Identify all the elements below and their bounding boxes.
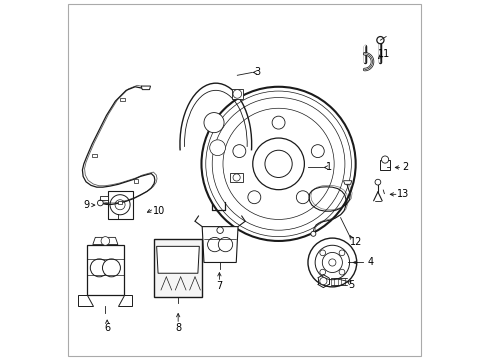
Circle shape [207, 237, 222, 252]
Polygon shape [118, 295, 132, 306]
Polygon shape [120, 98, 124, 101]
Circle shape [307, 238, 356, 287]
Polygon shape [202, 226, 238, 262]
Circle shape [252, 138, 304, 190]
Circle shape [97, 200, 103, 206]
Text: 5: 5 [347, 280, 354, 290]
Circle shape [310, 231, 315, 236]
Polygon shape [100, 196, 107, 203]
Circle shape [322, 252, 342, 273]
Polygon shape [78, 295, 93, 306]
Circle shape [247, 191, 260, 204]
Circle shape [314, 245, 349, 280]
Text: 10: 10 [153, 206, 165, 216]
Circle shape [102, 259, 120, 277]
Text: 1: 1 [325, 162, 331, 172]
Circle shape [90, 259, 108, 277]
Circle shape [296, 191, 308, 204]
Text: 12: 12 [349, 237, 361, 247]
Polygon shape [117, 201, 122, 204]
Circle shape [319, 250, 325, 256]
Text: 3: 3 [254, 67, 260, 77]
Circle shape [339, 250, 344, 256]
Text: 4: 4 [366, 257, 373, 267]
Circle shape [271, 116, 285, 129]
Circle shape [101, 237, 109, 245]
Circle shape [319, 278, 326, 285]
Circle shape [209, 140, 225, 156]
Text: 7: 7 [216, 281, 222, 291]
Circle shape [201, 87, 355, 241]
Circle shape [115, 200, 125, 210]
Circle shape [311, 145, 324, 158]
Circle shape [264, 150, 292, 177]
Circle shape [212, 98, 344, 230]
Circle shape [110, 195, 130, 215]
Text: 6: 6 [104, 323, 110, 333]
Circle shape [232, 145, 245, 158]
Polygon shape [156, 246, 199, 273]
Circle shape [376, 37, 383, 44]
Circle shape [319, 269, 325, 275]
Circle shape [223, 108, 333, 220]
Polygon shape [343, 181, 351, 184]
Circle shape [374, 179, 380, 185]
Polygon shape [141, 86, 150, 90]
Polygon shape [86, 244, 124, 295]
Text: 11: 11 [377, 49, 390, 59]
Polygon shape [93, 237, 118, 244]
Text: 2: 2 [402, 162, 408, 172]
Circle shape [339, 269, 344, 275]
Polygon shape [107, 191, 132, 219]
Bar [153, 239, 202, 297]
Polygon shape [230, 173, 242, 182]
Circle shape [203, 113, 224, 133]
Polygon shape [134, 179, 138, 183]
Polygon shape [92, 154, 97, 157]
Circle shape [218, 237, 232, 252]
Circle shape [217, 227, 223, 233]
Text: 8: 8 [175, 323, 181, 333]
Circle shape [233, 90, 241, 98]
Polygon shape [231, 89, 242, 99]
Circle shape [381, 156, 388, 163]
Circle shape [233, 174, 240, 181]
Text: 13: 13 [396, 189, 408, 199]
Circle shape [205, 91, 351, 237]
Circle shape [328, 259, 335, 266]
Text: 9: 9 [83, 200, 90, 210]
Polygon shape [379, 159, 389, 170]
